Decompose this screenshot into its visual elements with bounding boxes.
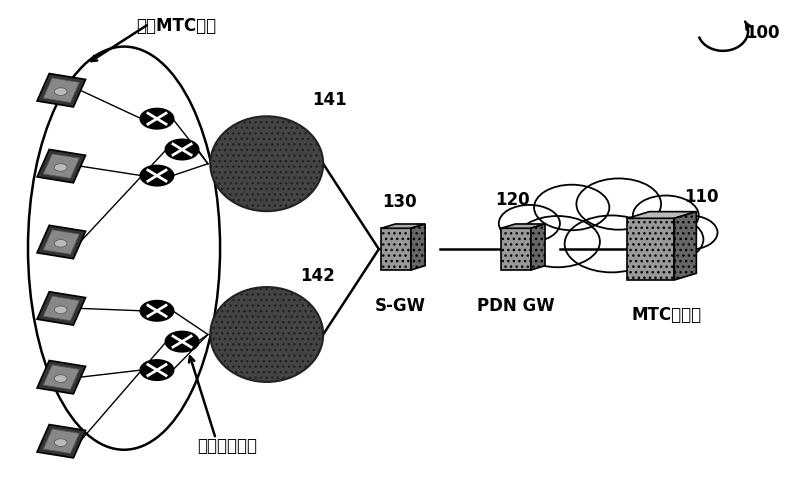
Text: 无线网络拥塞: 无线网络拥塞 bbox=[198, 438, 258, 455]
Circle shape bbox=[628, 216, 703, 262]
Polygon shape bbox=[674, 212, 696, 280]
FancyBboxPatch shape bbox=[37, 226, 86, 258]
FancyBboxPatch shape bbox=[37, 74, 86, 107]
Circle shape bbox=[166, 139, 198, 159]
Polygon shape bbox=[627, 212, 696, 218]
Text: 142: 142 bbox=[300, 267, 335, 285]
Circle shape bbox=[54, 375, 67, 382]
FancyBboxPatch shape bbox=[43, 365, 79, 390]
Text: MTC服务器: MTC服务器 bbox=[631, 306, 702, 324]
Ellipse shape bbox=[210, 287, 323, 382]
FancyBboxPatch shape bbox=[43, 296, 79, 321]
FancyBboxPatch shape bbox=[37, 361, 86, 394]
FancyBboxPatch shape bbox=[43, 429, 79, 454]
Circle shape bbox=[166, 332, 198, 351]
Circle shape bbox=[141, 301, 174, 321]
Polygon shape bbox=[411, 224, 425, 270]
Polygon shape bbox=[381, 228, 411, 270]
Circle shape bbox=[141, 360, 174, 380]
FancyBboxPatch shape bbox=[37, 424, 86, 458]
Circle shape bbox=[633, 196, 698, 235]
Polygon shape bbox=[531, 224, 545, 270]
Polygon shape bbox=[501, 228, 531, 270]
Polygon shape bbox=[501, 224, 545, 228]
Circle shape bbox=[515, 216, 600, 267]
Circle shape bbox=[661, 215, 718, 250]
Ellipse shape bbox=[210, 116, 323, 211]
Text: PDN GW: PDN GW bbox=[478, 297, 555, 315]
Text: 130: 130 bbox=[382, 193, 418, 211]
Text: 大量MTC装置: 大量MTC装置 bbox=[137, 17, 217, 35]
Circle shape bbox=[498, 205, 560, 242]
Circle shape bbox=[141, 109, 174, 129]
FancyBboxPatch shape bbox=[37, 150, 86, 183]
FancyBboxPatch shape bbox=[43, 78, 79, 103]
Text: 141: 141 bbox=[312, 91, 346, 109]
Text: 100: 100 bbox=[745, 24, 779, 42]
Circle shape bbox=[54, 306, 67, 314]
Circle shape bbox=[141, 166, 174, 185]
Circle shape bbox=[54, 164, 67, 171]
Text: 120: 120 bbox=[494, 191, 530, 209]
Circle shape bbox=[576, 179, 661, 230]
FancyBboxPatch shape bbox=[37, 292, 86, 325]
FancyBboxPatch shape bbox=[43, 230, 79, 254]
Text: 110: 110 bbox=[685, 188, 719, 207]
Circle shape bbox=[565, 215, 658, 272]
FancyBboxPatch shape bbox=[43, 154, 79, 179]
Text: S-GW: S-GW bbox=[374, 297, 426, 315]
Circle shape bbox=[534, 185, 610, 230]
Circle shape bbox=[54, 439, 67, 446]
Circle shape bbox=[54, 240, 67, 247]
Circle shape bbox=[54, 88, 67, 95]
Polygon shape bbox=[627, 218, 674, 280]
Polygon shape bbox=[381, 224, 425, 228]
